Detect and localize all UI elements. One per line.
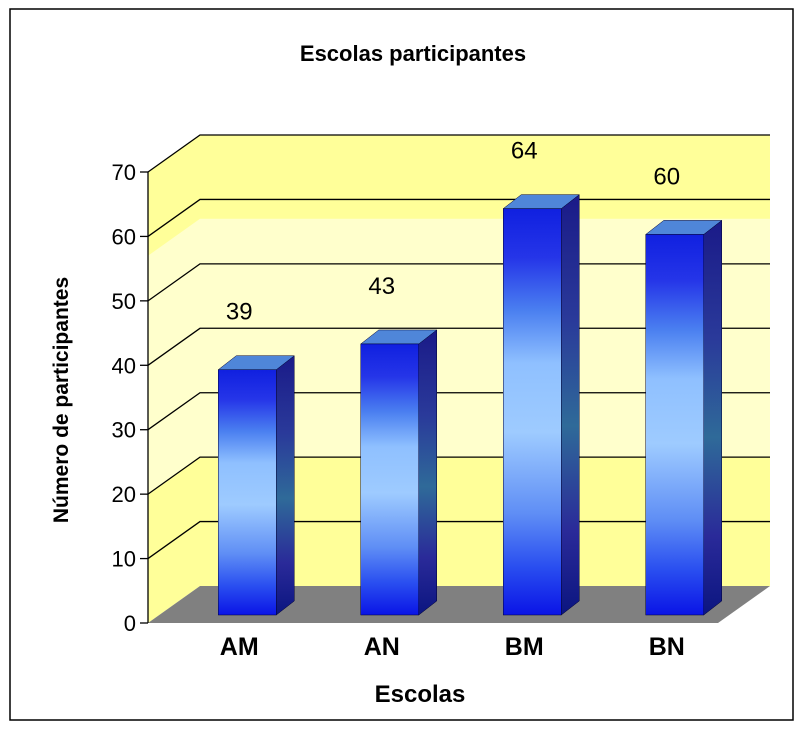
category-label: AN: [364, 633, 400, 661]
data-label: 43: [368, 273, 395, 300]
category-label: AM: [220, 633, 259, 661]
gridline: [147, 456, 770, 495]
gridline: [147, 134, 770, 173]
data-label: 60: [653, 163, 680, 190]
x-axis: AM AN BM BN: [220, 633, 685, 661]
gridline: [147, 520, 770, 560]
gridline: [147, 392, 770, 431]
bars: [217, 194, 723, 616]
y-axis: 0 10 20 30 40 50 60 70: [112, 160, 149, 636]
y-tick-label: 70: [112, 160, 136, 185]
x-axis-title: Escolas: [375, 681, 466, 708]
data-labels: 39 43 64 60: [226, 138, 680, 326]
y-tick-label: 40: [112, 353, 136, 378]
y-tick-label: 50: [112, 289, 136, 314]
y-tick-label: 60: [112, 224, 136, 249]
floor: [148, 586, 770, 623]
side-wall-band: [148, 218, 200, 495]
y-tick-label: 30: [112, 418, 136, 443]
data-label: 64: [511, 138, 538, 165]
gridline: [147, 327, 770, 366]
y-tick-label: 20: [112, 482, 136, 507]
bar-group: [645, 219, 723, 616]
y-tick-label: 0: [124, 611, 136, 636]
bar-group: [217, 355, 295, 616]
gridline: [147, 198, 770, 237]
bar: [218, 369, 277, 616]
bar-side: [561, 194, 580, 616]
y-axis-title: Número de participantes: [50, 277, 73, 523]
category-label: BN: [649, 633, 685, 661]
bar-group: [360, 329, 438, 616]
bar: [360, 343, 419, 616]
bar-side: [276, 355, 295, 616]
bar: [503, 208, 562, 616]
bar-side: [703, 219, 722, 616]
grid-lines: [147, 134, 770, 560]
y-tick-label: 10: [112, 547, 136, 572]
category-label: BM: [505, 633, 544, 661]
bar-group: [502, 194, 580, 616]
gridline: [147, 263, 770, 302]
data-label: 39: [226, 299, 253, 326]
bar: [645, 234, 704, 616]
chart-title: Escolas participantes: [300, 41, 526, 66]
bar-side: [418, 329, 437, 616]
